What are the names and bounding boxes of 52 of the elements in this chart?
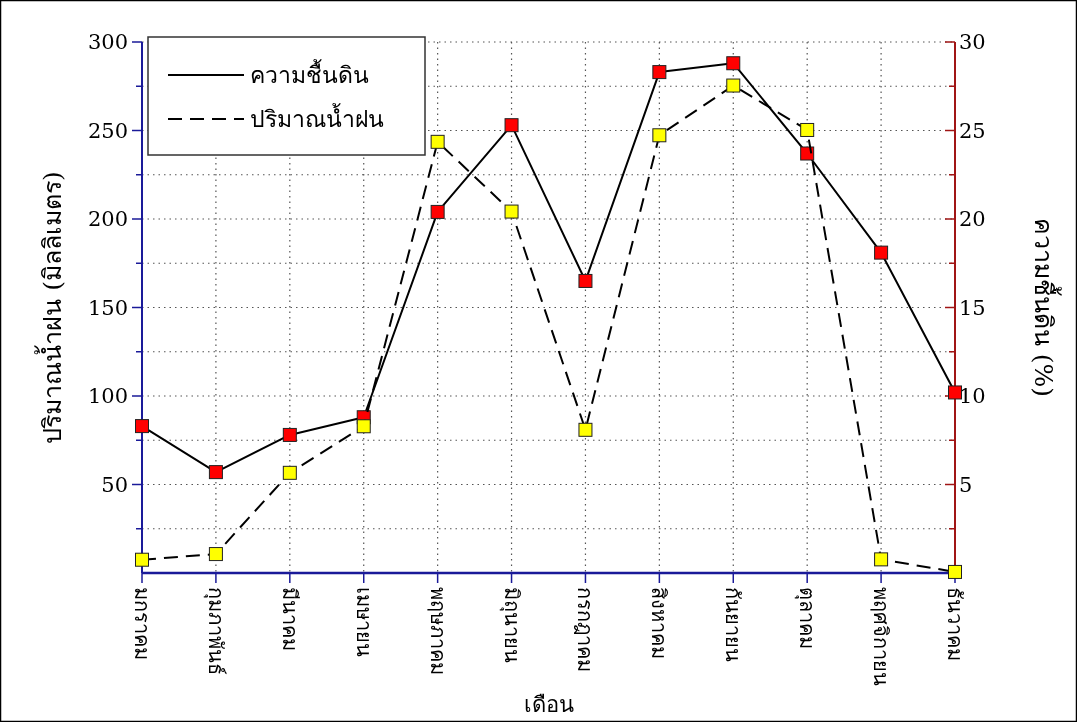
x-tick-label: สิงหาคม bbox=[647, 587, 672, 659]
y2-tick-label: 20 bbox=[959, 207, 986, 231]
y2-tick-label: 5 bbox=[959, 472, 973, 497]
point bbox=[874, 552, 889, 567]
y2-tick-label: 10 bbox=[959, 384, 986, 408]
point bbox=[726, 78, 741, 93]
point bbox=[208, 547, 223, 562]
y2-tick-label: 25 bbox=[959, 118, 986, 143]
point bbox=[948, 564, 962, 579]
point bbox=[726, 56, 741, 71]
legend-label: ความชื้นดิน bbox=[250, 59, 369, 88]
point bbox=[948, 385, 962, 400]
y2-tick-label: 15 bbox=[959, 295, 986, 320]
x-tick-label: พฤศจิกายน bbox=[869, 587, 894, 686]
y-tick-label: 150 bbox=[87, 295, 128, 320]
y-tick-label: 300 bbox=[87, 30, 128, 54]
y2-tick-label: 30 bbox=[959, 30, 986, 54]
point bbox=[282, 465, 297, 480]
x-axis-title: เดือน bbox=[523, 692, 574, 717]
point bbox=[135, 419, 149, 434]
point bbox=[652, 65, 667, 80]
x-tick-label: ธันวาคม bbox=[943, 587, 967, 661]
point bbox=[504, 204, 519, 219]
point bbox=[874, 245, 889, 260]
y-axis-title: ปริมาณน้ำฝน (มิลลิเมตร) bbox=[33, 171, 67, 444]
x-tick-label: กุมภาพันธ์ bbox=[202, 587, 228, 675]
y-tick-label: 100 bbox=[87, 384, 128, 408]
x-tick-label: เมษายน bbox=[351, 587, 376, 657]
x-tick-label: มีนาคม bbox=[277, 587, 302, 651]
point bbox=[652, 128, 667, 143]
y-tick-label: 200 bbox=[87, 207, 128, 231]
point bbox=[356, 419, 371, 434]
point bbox=[430, 204, 445, 219]
x-tick-label: กรกฎาคม bbox=[573, 587, 598, 672]
point bbox=[800, 122, 815, 137]
point bbox=[208, 465, 223, 480]
y-tick-label: 250 bbox=[87, 118, 128, 143]
point bbox=[800, 146, 815, 161]
x-tick-label: ตุลาคม bbox=[794, 587, 820, 649]
y-tick-label: 50 bbox=[101, 472, 128, 497]
point bbox=[282, 427, 297, 442]
x-tick-label: พฤษภาคม bbox=[425, 587, 450, 675]
point bbox=[135, 552, 149, 567]
y2-axis-title: ความชื้นดิน (%) bbox=[1028, 217, 1062, 398]
point bbox=[578, 273, 593, 288]
x-tick-label: มกราคม bbox=[130, 587, 154, 660]
x-tick-label: กันยายน bbox=[721, 587, 746, 662]
legend-label: ปริมาณน้ำฝน bbox=[250, 103, 384, 132]
x-tick-label: มิถุนายน bbox=[498, 587, 524, 663]
point bbox=[430, 134, 445, 149]
point bbox=[504, 118, 519, 133]
point bbox=[578, 422, 593, 437]
